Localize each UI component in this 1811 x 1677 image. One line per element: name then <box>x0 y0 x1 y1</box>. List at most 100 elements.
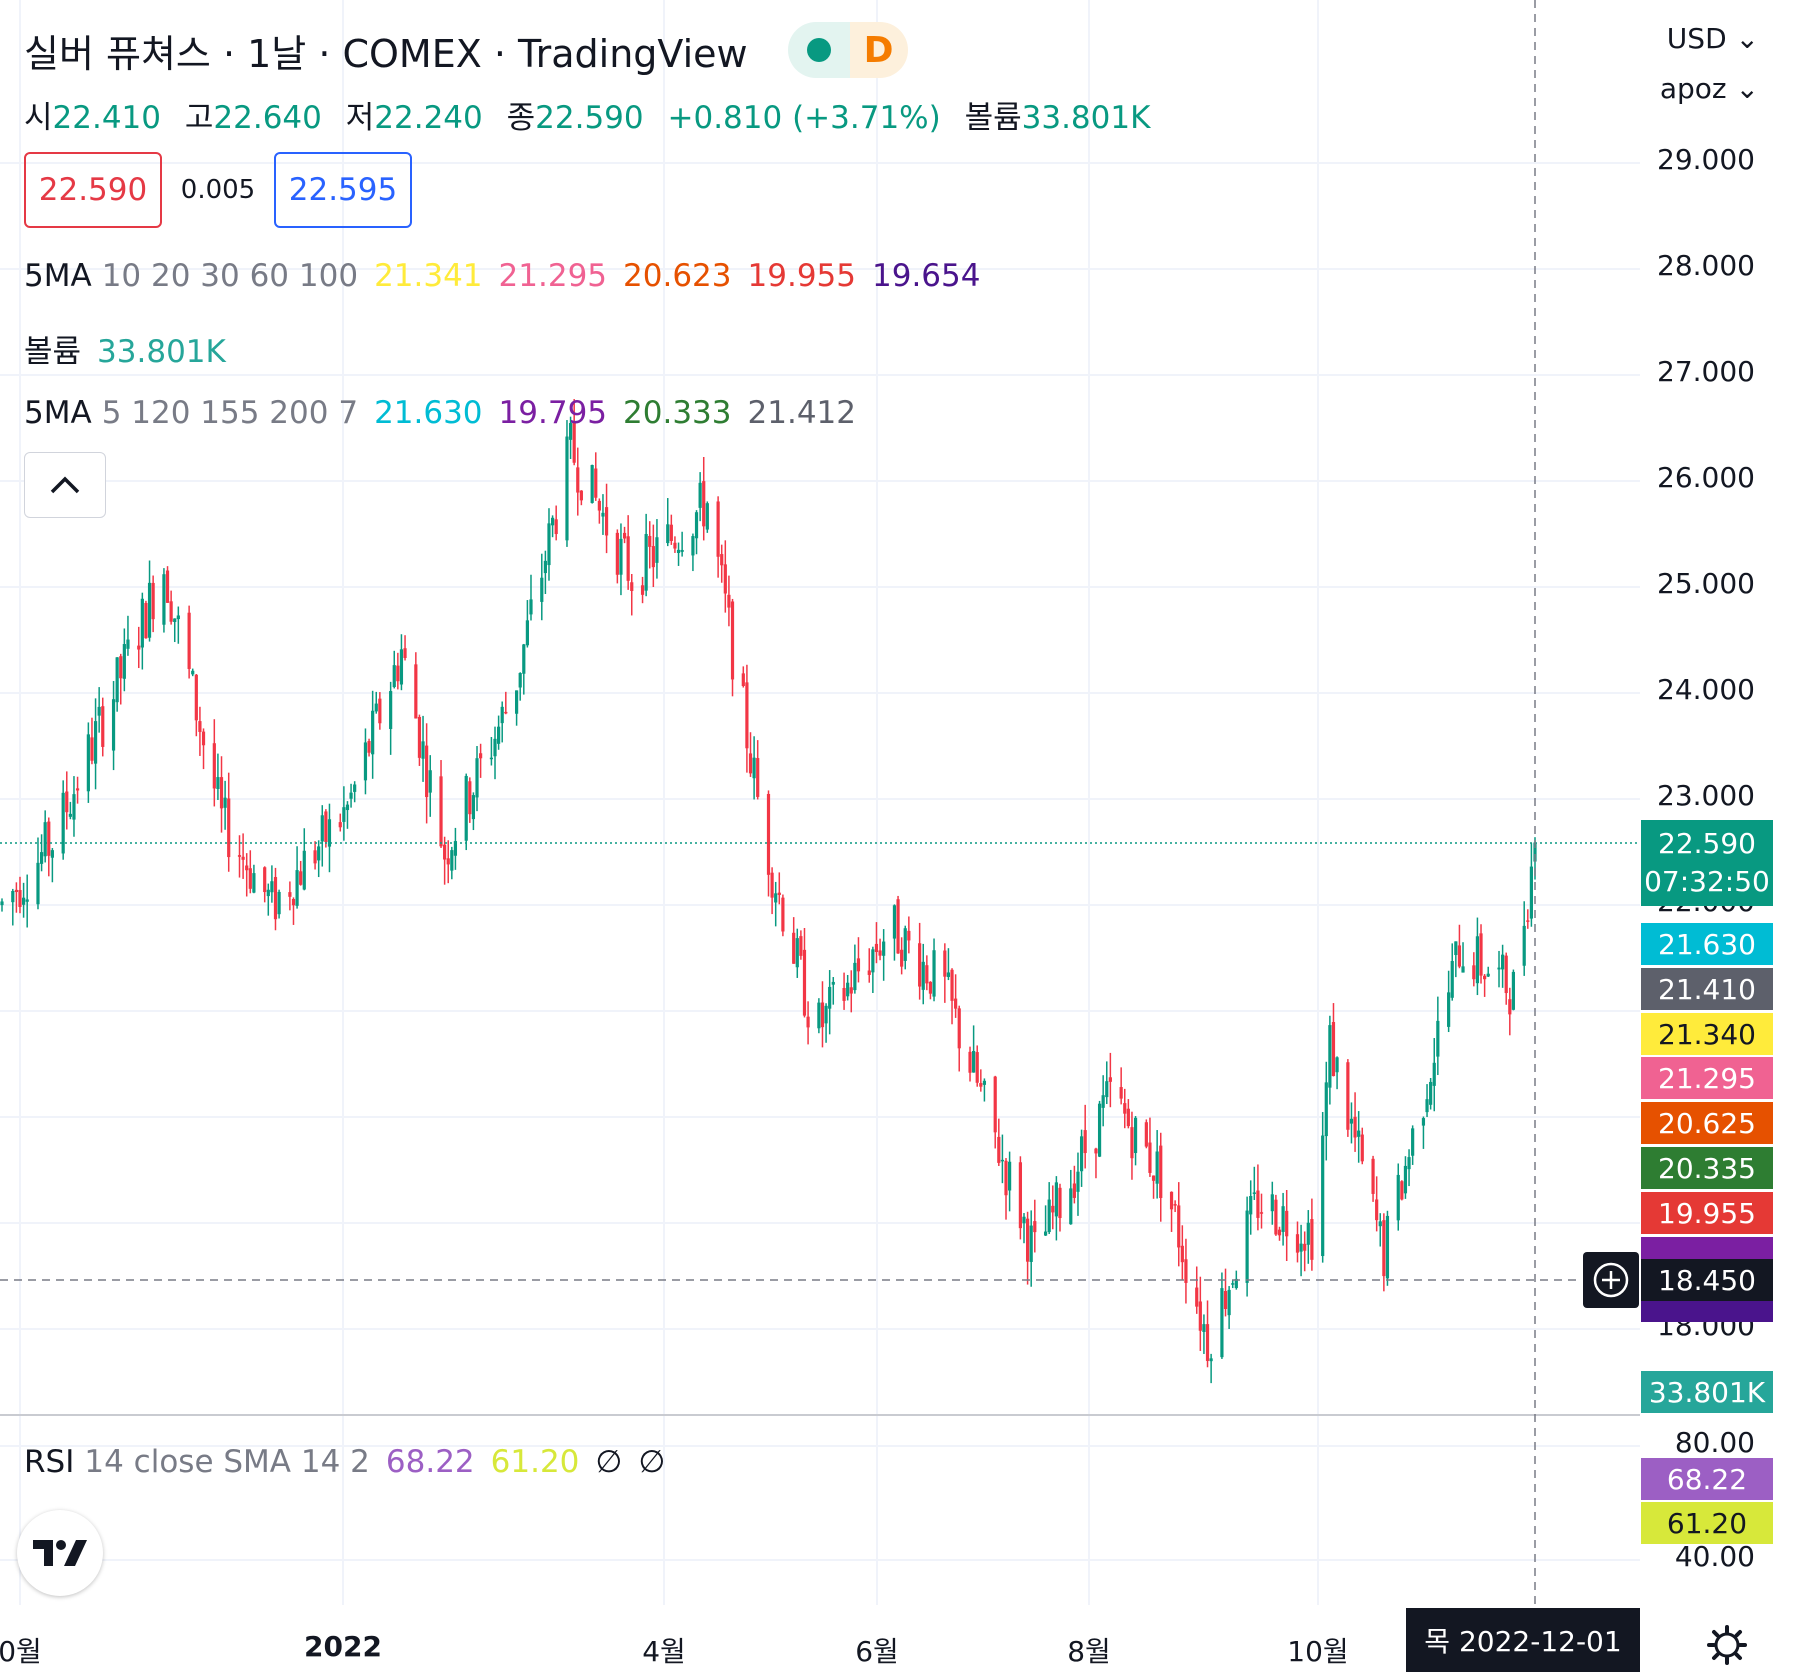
candle-body <box>817 1002 821 1029</box>
ma-price-tag: 20.625 <box>1641 1102 1773 1144</box>
chevron-down-icon: ⌄ <box>1735 72 1759 105</box>
add-alert-button[interactable] <box>1583 1252 1639 1308</box>
candle-body <box>1029 1225 1033 1262</box>
candle-body <box>349 792 353 799</box>
candle-body <box>392 665 396 688</box>
candle-body <box>1195 1287 1199 1307</box>
collapse-legend-button[interactable] <box>24 452 106 518</box>
volume-indicator-label: 볼륨 <box>24 334 82 370</box>
low-value: 22.240 <box>374 100 483 136</box>
user-dropdown[interactable]: apoz ⌄ <box>1660 72 1759 105</box>
candle-body <box>1252 1192 1256 1194</box>
candle-body <box>464 775 468 841</box>
candle-body <box>471 795 476 820</box>
price-axis-label: 23.000 <box>1657 779 1755 812</box>
rsi-params: 14 close SMA 14 2 <box>84 1444 370 1480</box>
candle-body <box>907 930 911 941</box>
candle-body <box>1306 1222 1310 1245</box>
candle-body <box>896 899 900 954</box>
candle-body <box>302 850 306 890</box>
candle-body <box>1249 1196 1253 1215</box>
candle-body <box>1155 1151 1159 1184</box>
gear-icon[interactable] <box>1706 1624 1748 1666</box>
crosshair-price-tag: 18.450 <box>1641 1259 1773 1301</box>
candle-body <box>666 524 670 544</box>
candle-body <box>1526 920 1530 922</box>
rsi-axis-label: 80.00 <box>1674 1426 1755 1459</box>
ma1-value: 21.341 <box>374 258 483 294</box>
candle-body <box>640 585 645 595</box>
candle-body <box>1270 1194 1274 1212</box>
candle-body <box>1396 1174 1400 1221</box>
candle-body <box>1245 1210 1249 1283</box>
candle-body <box>766 793 771 875</box>
volume-legend[interactable]: 볼륨 33.801K <box>24 326 226 371</box>
candle-body <box>1457 945 1462 967</box>
candle-body <box>144 602 148 639</box>
interval-label: D <box>849 22 908 78</box>
candle-body <box>14 889 18 893</box>
candle-body <box>36 862 40 905</box>
candle-body <box>1281 1206 1285 1232</box>
candle-body <box>1151 1175 1156 1181</box>
ma2-legend[interactable]: 5MA 5 120 155 200 7 21.630 19.795 20.333 21.4… <box>24 395 856 431</box>
candle-body <box>957 1008 961 1049</box>
candle-body <box>968 1051 972 1073</box>
candle-body <box>1259 1212 1264 1214</box>
candle-body <box>903 928 907 961</box>
candle-body <box>1328 1025 1332 1088</box>
candle-body <box>1022 1216 1026 1224</box>
candle-body <box>1094 1148 1098 1154</box>
candle-body <box>1123 1103 1127 1114</box>
candle-body <box>601 512 605 517</box>
candle-body <box>669 524 673 541</box>
candle-body <box>61 792 65 854</box>
candle-body <box>72 794 76 820</box>
candle-body <box>252 873 256 893</box>
candle-body <box>295 870 299 906</box>
ma1-params: 10 20 30 60 100 <box>101 258 359 294</box>
candle-body <box>626 536 630 581</box>
candle-body <box>1159 1145 1163 1198</box>
candle-body <box>774 893 778 903</box>
candle-body <box>1184 1259 1188 1283</box>
candle-body <box>115 657 119 703</box>
candle-body <box>1295 1234 1300 1253</box>
candle-body <box>1148 1142 1152 1173</box>
candle-body <box>241 856 245 860</box>
quote-row: 22.590 0.005 22.595 <box>24 152 412 228</box>
ma1-legend[interactable]: 5MA 10 20 30 60 100 21.341 21.295 20.623 19.9… <box>24 258 980 294</box>
candle-body <box>266 889 270 897</box>
tradingview-logo[interactable] <box>17 1510 103 1596</box>
rsi-legend[interactable]: RSI 14 close SMA 14 2 68.22 61.20 ∅ ∅ <box>24 1444 665 1480</box>
candle-body <box>446 858 450 865</box>
candle-body <box>792 932 796 964</box>
candle-body <box>504 711 508 714</box>
candle-body <box>1371 1158 1375 1194</box>
candle-body <box>1479 933 1483 976</box>
candle-body <box>1324 1082 1328 1137</box>
time-axis-label: 10월 <box>1287 1635 1349 1668</box>
currency-dropdown[interactable]: USD ⌄ <box>1667 22 1759 55</box>
candle-body <box>1043 1231 1048 1236</box>
ma2-params: 5 120 155 200 7 <box>101 395 359 431</box>
volume-label: 볼륨 <box>964 100 1022 136</box>
interval-badge[interactable]: D <box>787 22 908 78</box>
candle-body <box>680 549 684 552</box>
candle-body <box>1177 1205 1181 1248</box>
candle-body <box>1461 966 1465 973</box>
candle-body <box>101 706 105 747</box>
sell-button[interactable]: 22.590 <box>24 152 162 228</box>
candle-body <box>1076 1171 1080 1192</box>
buy-button[interactable]: 22.595 <box>274 152 412 228</box>
candle-body <box>673 542 677 549</box>
candle-body <box>975 1052 979 1083</box>
candle-body <box>1450 960 1454 998</box>
currency-label: USD <box>1666 22 1727 55</box>
candle-body <box>892 905 897 939</box>
plus-circle-icon <box>1593 1262 1629 1298</box>
price-axis-label: 26.000 <box>1657 461 1755 494</box>
candle-body <box>342 807 346 822</box>
candle-body <box>630 582 634 591</box>
